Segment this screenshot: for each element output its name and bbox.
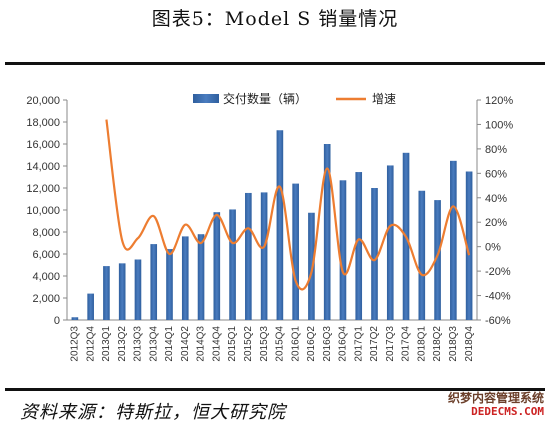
bar-2018Q1 (418, 190, 426, 320)
x-tick-label: 2018Q4 (464, 326, 475, 362)
bar-2018Q2 (434, 200, 441, 320)
x-tick-label: 2016Q1 (290, 326, 301, 362)
left-tick-label: 10,000 (26, 205, 60, 217)
growth-rate-line (105, 119, 471, 291)
bar-2014Q1 (166, 249, 173, 320)
x-tick-label: 2014Q3 (196, 326, 207, 362)
x-tick-label: 2017Q1 (353, 326, 364, 362)
right-tick-label: -20% (485, 266, 511, 278)
bar-2015Q4 (276, 130, 284, 320)
legend-swatch-deliveries (193, 94, 219, 103)
bar-2012Q4 (87, 293, 94, 320)
watermark-url: DEDECMS.COM (471, 405, 544, 418)
model-s-sales-chart: 0 2,000 4,000 6,000 8,000 10,000 12,000 14,000 1… (26, 91, 513, 362)
bar-2014Q2 (181, 236, 189, 320)
bar-2014Q4 (213, 212, 221, 320)
right-tick-label: -40% (485, 291, 511, 303)
x-tick-label: 2017Q3 (385, 326, 396, 362)
left-tick-label: 4,000 (32, 271, 60, 283)
x-tick-label: 2014Q1 (164, 326, 175, 362)
x-tick-label: 2013Q3 (133, 326, 144, 362)
bottom-rule (5, 388, 545, 391)
x-tick-label: 2012Q3 (70, 326, 81, 362)
bar-2015Q1 (229, 209, 236, 320)
x-tick-label: 2017Q2 (369, 326, 380, 362)
x-tick-label: 2018Q2 (432, 326, 443, 362)
bar-2018Q4 (465, 171, 473, 320)
left-tick-label: 0 (54, 315, 60, 327)
x-tick-label: 2017Q4 (401, 326, 412, 362)
x-tick-label: 2015Q3 (259, 326, 270, 362)
left-tick-label: 6,000 (32, 249, 60, 261)
left-tick-label: 20,000 (26, 95, 60, 107)
bar-2018Q3 (450, 160, 457, 320)
bar-2016Q1 (292, 183, 299, 320)
bar-2015Q3 (260, 192, 268, 320)
x-tick-label: 2015Q1 (227, 326, 238, 362)
left-tick-label: 14,000 (26, 161, 60, 173)
bar-2015Q2 (245, 192, 252, 320)
bar-2013Q3 (134, 259, 142, 320)
bar-2017Q2 (371, 188, 378, 320)
x-tick-label: 2018Q3 (448, 326, 459, 362)
x-tick-label: 2015Q4 (275, 326, 286, 362)
bar-2013Q4 (150, 244, 158, 320)
chart-title: 图表5：Model S 销量情况 (151, 8, 399, 30)
x-tick-label: 2016Q2 (306, 326, 317, 362)
right-tick-label: 20% (485, 217, 507, 229)
x-tick-label: 2013Q2 (117, 326, 128, 362)
right-tick-label: 120% (485, 95, 513, 107)
bar-2016Q2 (308, 212, 315, 320)
left-tick-label: 8,000 (32, 227, 60, 239)
bar-2013Q2 (118, 263, 126, 320)
legend-label-deliveries: 交付数量（辆） (223, 91, 307, 106)
bar-2014Q3 (197, 234, 205, 320)
right-tick-label: 0% (485, 242, 501, 254)
left-tick-label: 16,000 (26, 139, 60, 151)
right-tick-label: 80% (485, 144, 507, 156)
x-tick-label: 2014Q2 (180, 326, 191, 362)
left-tick-label: 2,000 (32, 293, 60, 305)
bar-2016Q3 (323, 144, 331, 320)
top-rule (5, 62, 545, 65)
x-tick-label: 2013Q1 (101, 326, 112, 362)
x-tick-label: 2014Q4 (211, 326, 222, 362)
right-tick-label: 60% (485, 168, 507, 180)
right-tick-label: 100% (485, 119, 513, 131)
watermark-text: 织梦内容管理系统 (447, 391, 544, 405)
x-tick-label: 2013Q4 (148, 326, 159, 362)
left-tick-label: 12,000 (26, 183, 60, 195)
x-tick-label: 2015Q2 (243, 326, 254, 362)
x-tick-label: 2012Q4 (85, 326, 96, 362)
right-tick-label: -60% (485, 315, 511, 327)
bar-2017Q3 (386, 165, 394, 320)
x-tick-label: 2016Q3 (322, 326, 333, 362)
x-tick-label: 2018Q1 (416, 326, 427, 362)
bar-2016Q4 (339, 180, 347, 320)
left-tick-label: 18,000 (26, 117, 60, 129)
x-tick-label: 2016Q4 (338, 326, 349, 362)
bar-2013Q1 (103, 266, 110, 320)
right-tick-label: 40% (485, 193, 507, 205)
bar-2012Q3 (71, 317, 79, 320)
source-note: 资料来源：特斯拉，恒大研究院 (20, 402, 286, 423)
legend-label-growth: 增速 (372, 92, 396, 106)
bar-2017Q1 (355, 172, 363, 320)
